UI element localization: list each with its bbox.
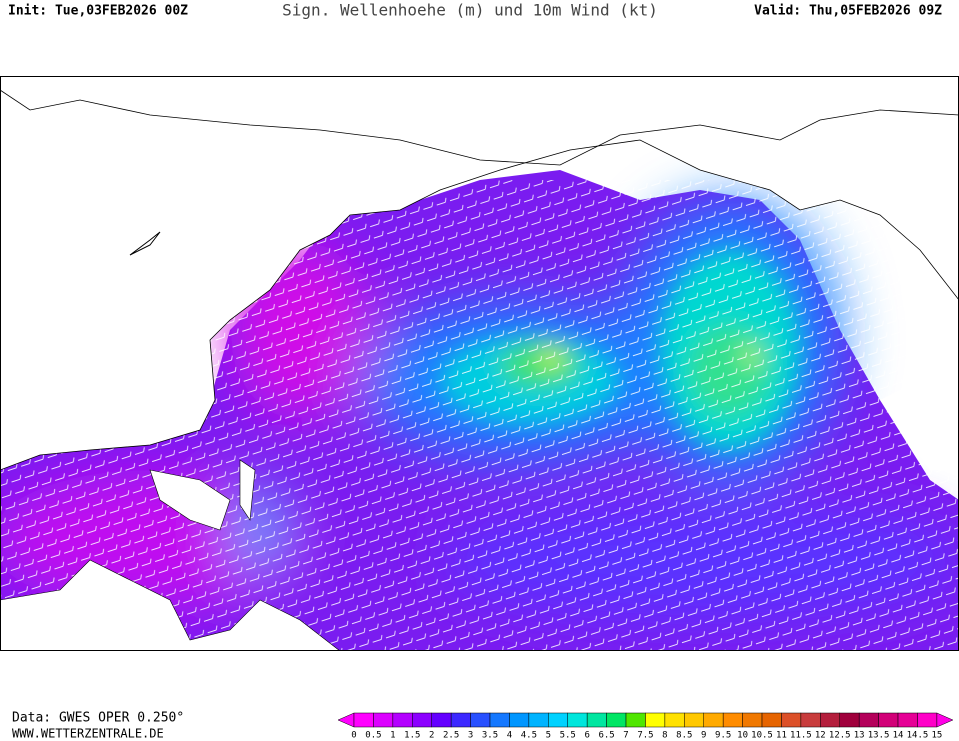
colorbar-box (353, 712, 374, 728)
colorbar-label: 14 (893, 731, 904, 741)
colorbar-box (664, 712, 685, 728)
colorbar-box (567, 712, 588, 728)
colorbar-box (645, 712, 666, 728)
coastline (0, 89, 959, 166)
colorbar-box (878, 712, 899, 728)
land-philippines (239, 459, 256, 521)
colorbar-label: 14.5 (907, 731, 929, 741)
colorbar-box (839, 712, 860, 728)
land-indonesia (0, 559, 341, 651)
colorbar-label: 15 (931, 731, 942, 741)
init-label: Init: Tue,03FEB2026 00Z (8, 4, 188, 19)
colorbar-box (373, 712, 394, 728)
colorbar-label: 1.5 (404, 731, 420, 741)
colorbar-box (917, 712, 938, 728)
colorbar-label: 7 (623, 731, 628, 741)
colorbar-box (742, 712, 763, 728)
colorbar-label: 3.5 (482, 731, 498, 741)
colorbar-box (392, 712, 413, 728)
colorbar-box (509, 712, 530, 728)
colorbar-box (722, 712, 743, 728)
colorbar-label: 5.5 (560, 731, 576, 741)
valid-label: Valid: Thu,05FEB2026 09Z (754, 4, 942, 19)
colorbar-label: 3 (468, 731, 473, 741)
land-america (880, 360, 959, 470)
colorbar-label: 5 (546, 731, 551, 741)
colorbar-box (684, 712, 704, 728)
colorbar-label: 4 (507, 731, 512, 741)
colorbar-label: 0 (351, 731, 356, 741)
colorbar-box (450, 712, 471, 728)
colorbar-box (820, 712, 841, 728)
colorbar-box (412, 712, 432, 728)
colorbar-label: 8 (662, 731, 667, 741)
map-area (0, 76, 959, 651)
colorbar-under-arrow (337, 712, 355, 728)
colorbar-box (586, 712, 607, 728)
colorbar-box (625, 712, 646, 728)
colorbar-label: 9 (701, 731, 706, 741)
colorbar-box (606, 712, 627, 728)
colorbar-label: 6 (584, 731, 589, 741)
data-source: Data: GWES OPER 0.250° (12, 711, 184, 726)
colorbar-label: 12 (815, 731, 826, 741)
colorbar-over-arrow (936, 712, 954, 728)
colorbar-box (781, 712, 802, 728)
colorbar-box (761, 712, 782, 728)
site-label: WWW.WETTERZENTRALE.DE (12, 727, 164, 741)
land-north (0, 76, 959, 471)
colorbar-label: 10 (737, 731, 748, 741)
colorbar-box (470, 712, 491, 728)
island (129, 231, 161, 256)
colorbar-box (548, 712, 568, 728)
colorbar-label: 13 (854, 731, 865, 741)
colorbar-label: 11.5 (790, 731, 812, 741)
map-title: Sign. Wellenhoehe (m) und 10m Wind (kt) (282, 1, 658, 20)
colorbar-label: 10.5 (751, 731, 773, 741)
colorbar-box (431, 712, 452, 728)
colorbar-label: 1 (390, 731, 395, 741)
colorbar-box (528, 712, 549, 728)
colorbar-label: 8.5 (676, 731, 692, 741)
colorbar-box (489, 712, 510, 728)
colorbar-label: 7.5 (637, 731, 653, 741)
colorbar-label: 13.5 (868, 731, 890, 741)
colorbar-label: 9.5 (715, 731, 731, 741)
land-indochina (149, 469, 231, 531)
colorbar: 0 0.5 1 1.5 2 2.5 3 3.5 4 4.5 5 5.5 6 6.5 7 7.5 8 8.5 9 9.5… (337, 712, 954, 741)
colorbar-label: 4.5 (521, 731, 537, 741)
colorbar-box (800, 712, 821, 728)
colorbar-label: 2.5 (443, 731, 459, 741)
colorbar-box (703, 712, 724, 728)
colorbar-box (897, 712, 918, 728)
colorbar-label: 12.5 (829, 731, 851, 741)
colorbar-label: 11 (776, 731, 787, 741)
colorbar-label: 6.5 (598, 731, 614, 741)
colorbar-label: 0.5 (365, 731, 381, 741)
colorbar-box (858, 712, 879, 728)
colorbar-label: 2 (429, 731, 434, 741)
